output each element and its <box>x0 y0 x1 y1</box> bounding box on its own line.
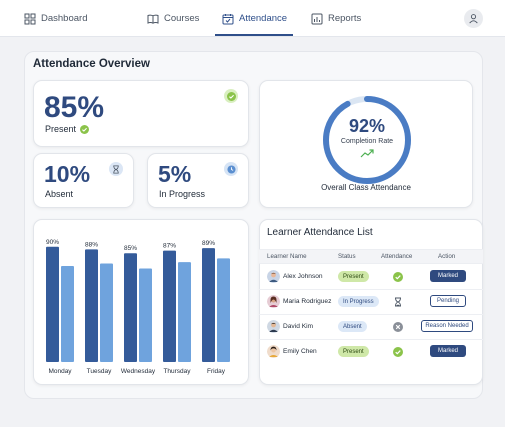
data-label-thursday: 87% <box>163 243 176 250</box>
check-icon <box>392 346 403 357</box>
nav-attendance[interactable]: Attendance <box>222 0 287 37</box>
completion-caption: Overall Class Attendance <box>321 183 411 192</box>
avatar <box>267 345 280 358</box>
tick-label-monday: Monday <box>48 368 72 375</box>
active-tab-indicator <box>215 34 293 36</box>
x-circle-icon <box>392 321 403 332</box>
column-header-status: Status <box>338 253 356 260</box>
completion-ring-progress <box>323 96 411 184</box>
nav-dashboard[interactable]: Dashboard <box>24 0 87 37</box>
data-label-tuesday: 88% <box>85 241 98 248</box>
data-label-wednesday: 85% <box>124 245 137 252</box>
bar-monday-series-2 <box>61 266 74 362</box>
page-title: Attendance Overview <box>33 58 150 70</box>
nav-courses-label: Courses <box>164 13 200 24</box>
completion-ring <box>323 96 411 184</box>
data-label-monday: 90% <box>46 239 59 246</box>
learner-name: David Kim <box>283 323 314 330</box>
bar-friday-series-1 <box>202 248 215 362</box>
hourglass-icon <box>113 164 119 174</box>
bar-thursday-series-2 <box>178 262 191 362</box>
status-badge: Present <box>338 346 369 357</box>
check-circle-icon <box>80 124 90 134</box>
hourglass-icon <box>392 296 403 307</box>
present-label-row: Present <box>45 124 90 134</box>
nav-attendance-label: Attendance <box>239 13 288 24</box>
completion-value: 92% <box>348 116 386 136</box>
absent-label: Absent <box>45 189 74 199</box>
in-progress-label: In Progress <box>159 189 206 199</box>
learner-name: Alex Johnson <box>283 273 323 280</box>
marked-button[interactable]: Marked <box>430 270 466 282</box>
calendar-check-icon <box>222 13 234 24</box>
pending-button[interactable]: Pending <box>430 295 466 307</box>
tick-label-tuesday: Tuesday <box>87 368 112 375</box>
absent-status-icon <box>109 162 123 176</box>
present-label: Present <box>45 124 77 134</box>
learner-table-header: Learner Name Status Attendance Action <box>259 249 483 264</box>
nav-dashboard-label: Dashboard <box>41 13 88 24</box>
top-navigation: Dashboard Courses Attendance Reports <box>0 0 505 37</box>
trend-up-icon <box>360 149 374 158</box>
absent-value: 10% <box>44 161 91 187</box>
status-badge: In Progress <box>338 296 379 307</box>
learner-name: Emily Chen <box>283 348 317 355</box>
grid-icon <box>24 13 36 24</box>
bar-thursday-series-1 <box>163 250 176 362</box>
avatar <box>267 295 280 308</box>
present-status-icon <box>224 89 238 103</box>
bar-wednesday-series-2 <box>139 268 152 362</box>
book-icon <box>147 14 159 24</box>
column-header-name: Learner Name <box>267 253 307 260</box>
nav-courses[interactable]: Courses <box>147 0 199 37</box>
nav-reports[interactable]: Reports <box>311 0 361 37</box>
tick-label-friday: Friday <box>207 368 226 375</box>
completion-center: 92% Completion Rate <box>320 117 414 163</box>
table-row: Emily Chen Present Marked <box>259 340 483 365</box>
in-progress-value: 5% <box>158 161 192 187</box>
bar-tuesday-series-1 <box>85 249 98 362</box>
table-row: Maria Rodriguez In Progress Pending <box>259 290 483 315</box>
tick-label-wednesday: Wednesday <box>121 368 156 375</box>
user-icon <box>469 14 478 24</box>
profile-button[interactable] <box>464 9 483 28</box>
table-row: David Kim Absent Reason Needed <box>259 315 483 340</box>
check-icon <box>392 271 403 282</box>
clock-icon <box>226 164 236 174</box>
bar-friday-series-2 <box>217 258 230 362</box>
column-header-attendance: Attendance <box>381 253 413 260</box>
in-progress-status-icon <box>224 162 238 176</box>
table-row: Alex Johnson Present Marked <box>259 265 483 290</box>
status-badge: Present <box>338 271 369 282</box>
learner-name: Maria Rodriguez <box>283 298 332 305</box>
completion-label: Completion Rate <box>340 138 394 145</box>
present-value: 85% <box>44 91 105 124</box>
avatar <box>267 270 280 283</box>
check-circle-icon <box>226 91 236 101</box>
tick-label-thursday: Thursday <box>163 368 191 375</box>
nav-reports-label: Reports <box>328 13 362 24</box>
column-header-action: Action <box>438 253 456 260</box>
weekly-attendance-chart: 90% Monday 88% Tuesday 85% Wednesday 87% Thursd… <box>46 239 230 375</box>
bar-chart-icon <box>311 13 323 24</box>
bar-wednesday-series-1 <box>124 253 137 362</box>
avatar <box>267 320 280 333</box>
data-label-friday: 89% <box>202 240 215 247</box>
bar-monday-series-1 <box>46 246 59 362</box>
present-card <box>33 80 249 147</box>
bar-tuesday-series-2 <box>100 263 113 362</box>
status-badge: Absent <box>338 321 367 332</box>
learner-list-title: Learner Attendance List <box>267 227 373 238</box>
reason-needed-button[interactable]: Reason Needed <box>421 320 473 332</box>
marked-button[interactable]: Marked <box>430 345 466 357</box>
